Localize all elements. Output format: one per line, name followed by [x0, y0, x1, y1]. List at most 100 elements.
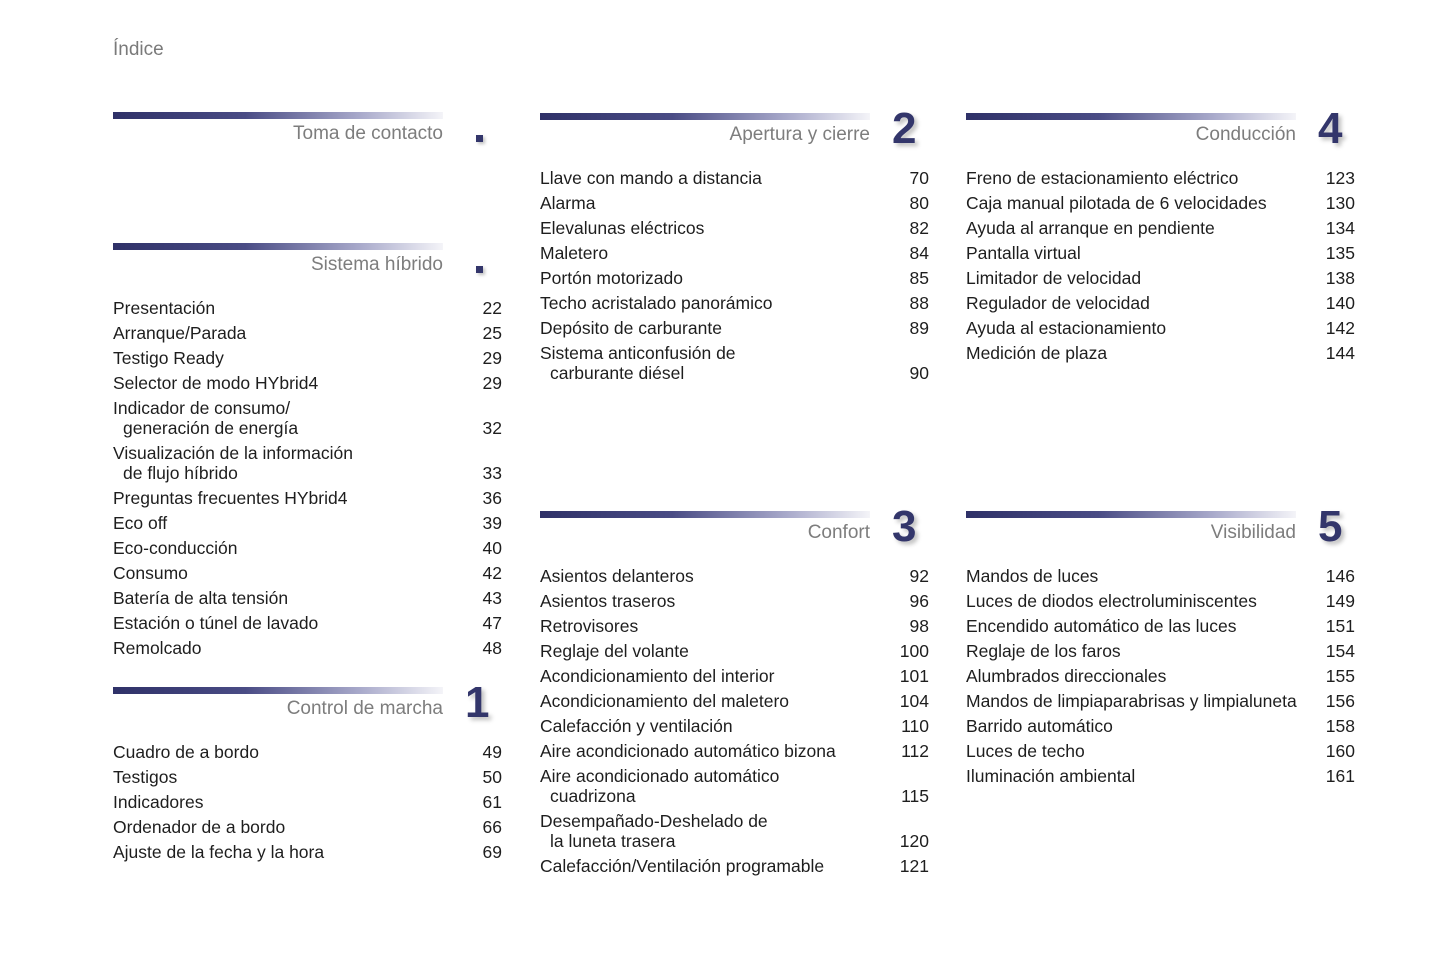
index-entry[interactable]: Barrido automático 158: [966, 716, 1355, 741]
page-number: 80: [909, 193, 929, 213]
page-number: 92: [909, 566, 929, 586]
section-number: 5: [1318, 502, 1343, 551]
index-entry[interactable]: Ayuda al estacionamiento 142: [966, 318, 1355, 343]
index-entry[interactable]: Acondicionamiento del interior 101: [540, 666, 929, 691]
section-bar: [113, 687, 443, 694]
entry-label: Iluminación ambiental: [966, 766, 1136, 786]
entry-label: Aire acondicionado automático bizona: [540, 741, 836, 761]
page-number: 36: [482, 488, 502, 508]
index-entry[interactable]: Asientos traseros 96: [540, 591, 929, 616]
index-entry[interactable]: Batería de alta tensión 43: [113, 588, 502, 613]
page-title: Índice: [113, 39, 164, 60]
page-number: 43: [482, 588, 502, 608]
entry-label: Depósito de carburante: [540, 318, 722, 338]
index-entry[interactable]: Ayuda al arranque en pendiente 134: [966, 218, 1355, 243]
index-entry[interactable]: Testigo Ready 29: [113, 348, 502, 373]
index-entry[interactable]: Reglaje de los faros 154: [966, 641, 1355, 666]
index-entry[interactable]: Indicador de consumo/generación de energ…: [113, 398, 502, 443]
entry-label: Desempañado-Deshelado de: [540, 811, 768, 831]
index-entry[interactable]: Alarma 80: [540, 193, 929, 218]
entry-label: Aire acondicionado automático: [540, 766, 780, 786]
index-entry[interactable]: Consumo 42: [113, 563, 502, 588]
index-entry[interactable]: Eco off 39: [113, 513, 502, 538]
entry-label: Mandos de luces: [966, 566, 1099, 586]
index-entry[interactable]: Techo acristalado panorámico 88: [540, 293, 929, 318]
section-title: Conducción: [1195, 124, 1296, 145]
entry-label: generación de energía: [123, 418, 299, 438]
index-entry[interactable]: Alumbrados direccionales 155: [966, 666, 1355, 691]
index-entry[interactable]: Desempañado-Deshelado de la luneta traser…: [540, 811, 929, 856]
entry-label: Asientos traseros: [540, 591, 676, 611]
index-entry[interactable]: Elevalunas eléctricos 82: [540, 218, 929, 243]
page-number: 85: [909, 268, 929, 288]
index-entry[interactable]: Regulador de velocidad 140: [966, 293, 1355, 318]
entry-label: Arranque/Parada: [113, 323, 247, 343]
index-entry[interactable]: Acondicionamiento del maletero 104: [540, 691, 929, 716]
index-entry[interactable]: Llave con mando a distancia 70: [540, 168, 929, 193]
entry-label: Alarma: [540, 193, 596, 213]
index-entry[interactable]: Estación o túnel de lavado 47: [113, 613, 502, 638]
entry-label: Asientos delanteros: [540, 566, 694, 586]
index-entry[interactable]: Freno de estacionamiento eléctrico 123: [966, 168, 1355, 193]
page-number: 151: [1325, 616, 1355, 636]
index-entry[interactable]: Luces de techo 160: [966, 741, 1355, 766]
index-entry[interactable]: Visualización de la información de flujo …: [113, 443, 502, 488]
section-number: 4: [1318, 104, 1343, 153]
page-number: 29: [482, 373, 502, 393]
index-entry[interactable]: Testigos 50: [113, 767, 502, 792]
page-number: 98: [909, 616, 929, 636]
index-entry[interactable]: Eco-conducción 40: [113, 538, 502, 563]
index-entry[interactable]: Medición de plaza 144: [966, 343, 1355, 368]
index-entry[interactable]: Retrovisores 98: [540, 616, 929, 641]
index-entry[interactable]: Mandos de limpiaparabrisas y limpialunet…: [966, 691, 1355, 716]
page-number: 40: [482, 538, 502, 558]
index-entry[interactable]: Ordenador de a bordo 66: [113, 817, 502, 842]
index-entry[interactable]: Portón motorizado 85: [540, 268, 929, 293]
index-entry[interactable]: Iluminación ambiental 161: [966, 766, 1355, 791]
index-entry[interactable]: Sistema anticonfusión de carburante diése…: [540, 343, 929, 388]
section-number: 2: [892, 104, 917, 153]
index-entry[interactable]: Depósito de carburante 89: [540, 318, 929, 343]
index-entry[interactable]: Aire acondicionado automático bizona 112: [540, 741, 929, 766]
page-number: 49: [482, 742, 502, 762]
index-entry[interactable]: Calefacción y ventilación 110: [540, 716, 929, 741]
entry-label: cuadrizona: [550, 786, 636, 806]
index-entry[interactable]: Maletero 84: [540, 243, 929, 268]
entry-label: Consumo: [113, 563, 188, 583]
section-number: 3: [892, 502, 917, 551]
entry-label: de flujo híbrido: [123, 463, 238, 483]
entry-label: Pantalla virtual: [966, 243, 1081, 263]
index-entry[interactable]: Luces de diodos electroluminiscentes 149: [966, 591, 1355, 616]
index-entry[interactable]: Indicadores 61: [113, 792, 502, 817]
index-entry[interactable]: Preguntas frecuentes HYbrid4 36: [113, 488, 502, 513]
section-bar: [966, 511, 1296, 518]
entry-label: carburante diésel: [550, 363, 685, 383]
page-number: 130: [1325, 193, 1355, 213]
entry-label: Alumbrados direccionales: [966, 666, 1167, 686]
index-entry[interactable]: Remolcado 48: [113, 638, 502, 663]
index-entry[interactable]: Ajuste de la fecha y la hora 69: [113, 842, 502, 867]
entry-label: Caja manual pilotada de 6 velocidades: [966, 193, 1267, 213]
entry-label: Limitador de velocidad: [966, 268, 1142, 288]
section-marker-square: [476, 135, 483, 142]
section-title: Control de marcha: [286, 698, 443, 719]
index-entry[interactable]: Pantalla virtual 135: [966, 243, 1355, 268]
index-entry[interactable]: Aire acondicionado automático cuadrizona 1…: [540, 766, 929, 811]
page-number: 25: [482, 323, 502, 343]
index-entry[interactable]: Asientos delanteros 92: [540, 566, 929, 591]
index-entry[interactable]: Reglaje del volante 100: [540, 641, 929, 666]
index-entry[interactable]: Cuadro de a bordo 49: [113, 742, 502, 767]
entry-label: Regulador de velocidad: [966, 293, 1150, 313]
section-conduccion: Conducción 4 Freno de estacionamiento elé…: [966, 104, 1355, 368]
index-entry[interactable]: Mandos de luces 146: [966, 566, 1355, 591]
page-number: 120: [899, 831, 929, 851]
index-entry[interactable]: Limitador de velocidad 138: [966, 268, 1355, 293]
index-entry[interactable]: Encendido automático de las luces 151: [966, 616, 1355, 641]
index-entry[interactable]: Arranque/Parada 25: [113, 323, 502, 348]
entry-label: Elevalunas eléctricos: [540, 218, 705, 238]
index-entry[interactable]: Presentación 22: [113, 298, 502, 323]
index-entry[interactable]: Calefacción/Ventilación programable 121: [540, 856, 929, 881]
entry-label: Indicadores: [113, 792, 204, 812]
index-entry[interactable]: Caja manual pilotada de 6 velocidades 130: [966, 193, 1355, 218]
index-entry[interactable]: Selector de modo HYbrid4 29: [113, 373, 502, 398]
